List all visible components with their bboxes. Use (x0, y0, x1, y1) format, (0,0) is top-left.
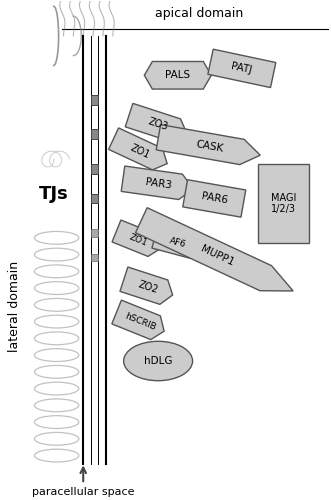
Text: MAGI
1/2/3: MAGI 1/2/3 (270, 192, 296, 214)
Polygon shape (121, 166, 193, 200)
Bar (91, 130, 98, 140)
Polygon shape (208, 49, 276, 88)
Polygon shape (112, 300, 164, 340)
Text: PATJ: PATJ (230, 62, 253, 76)
Text: apical domain: apical domain (155, 6, 244, 20)
Bar (91, 164, 98, 174)
Polygon shape (156, 124, 260, 164)
Text: ZO1: ZO1 (129, 142, 152, 160)
Text: ZO1: ZO1 (128, 232, 149, 248)
Polygon shape (135, 208, 293, 291)
Polygon shape (120, 267, 173, 304)
Text: ZO3: ZO3 (147, 116, 169, 132)
Text: PAR3: PAR3 (144, 177, 172, 190)
Polygon shape (183, 180, 246, 217)
Text: lateral domain: lateral domain (8, 261, 21, 352)
Text: hDLG: hDLG (144, 356, 172, 366)
Polygon shape (258, 164, 309, 243)
Polygon shape (152, 225, 201, 258)
Text: hSCRIB: hSCRIB (123, 312, 157, 332)
Text: paracellular space: paracellular space (32, 487, 134, 497)
Text: PALS: PALS (165, 70, 190, 81)
Polygon shape (125, 104, 187, 142)
Text: MUPP1: MUPP1 (199, 244, 235, 268)
Polygon shape (112, 220, 160, 256)
Bar (91, 95, 98, 105)
Text: CASK: CASK (195, 139, 224, 154)
Polygon shape (109, 128, 167, 170)
Bar (91, 194, 98, 203)
Polygon shape (144, 62, 211, 89)
Bar (91, 229, 98, 237)
Text: AF6: AF6 (168, 236, 187, 250)
Text: PAR6: PAR6 (200, 191, 228, 206)
Bar (91, 254, 98, 262)
Ellipse shape (123, 342, 193, 380)
Text: TJs: TJs (39, 184, 69, 202)
Text: ZO2: ZO2 (137, 279, 160, 295)
